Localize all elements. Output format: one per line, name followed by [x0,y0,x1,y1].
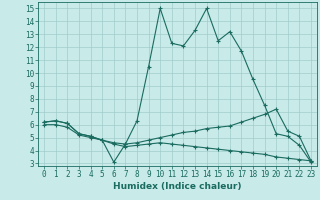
X-axis label: Humidex (Indice chaleur): Humidex (Indice chaleur) [113,182,242,191]
